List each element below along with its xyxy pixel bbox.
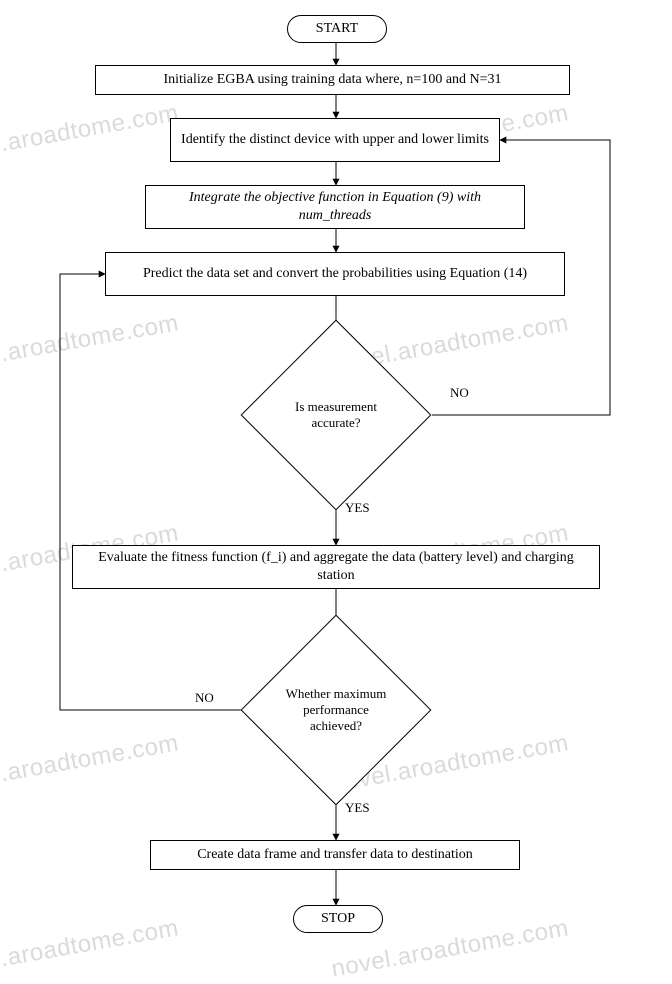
edge-d2-no [60,274,241,710]
decision-performance-label: Whether maximum performance achieved? [281,682,391,739]
decision-measurement-label: Is measurement accurate? [281,395,391,436]
stop-node: STOP [293,905,383,933]
decision-measurement: Is measurement accurate? [236,315,436,515]
d2-no-label: NO [195,690,214,706]
d1-yes-label: YES [345,500,370,516]
flowchart-canvas: novel.aroadtome.com novel.aroadtome.com … [0,0,672,969]
watermark: novel.aroadtome.com [0,99,181,168]
decision-performance: Whether maximum performance achieved? [236,610,436,810]
watermark: novel.aroadtome.com [0,729,181,798]
create-node: Create data frame and transfer data to d… [150,840,520,870]
predict-node: Predict the data set and convert the pro… [105,252,565,296]
integrate-node: Integrate the objective function in Equa… [145,185,525,229]
init-node: Initialize EGBA using training data wher… [95,65,570,95]
d1-no-label: NO [450,385,469,401]
watermark: novel.aroadtome.com [0,309,181,378]
d2-yes-label: YES [345,800,370,816]
start-node: START [287,15,387,43]
watermark: novel.aroadtome.com [0,914,181,983]
identify-node: Identify the distinct device with upper … [170,118,500,162]
evaluate-node: Evaluate the fitness function (f_i) and … [72,545,600,589]
